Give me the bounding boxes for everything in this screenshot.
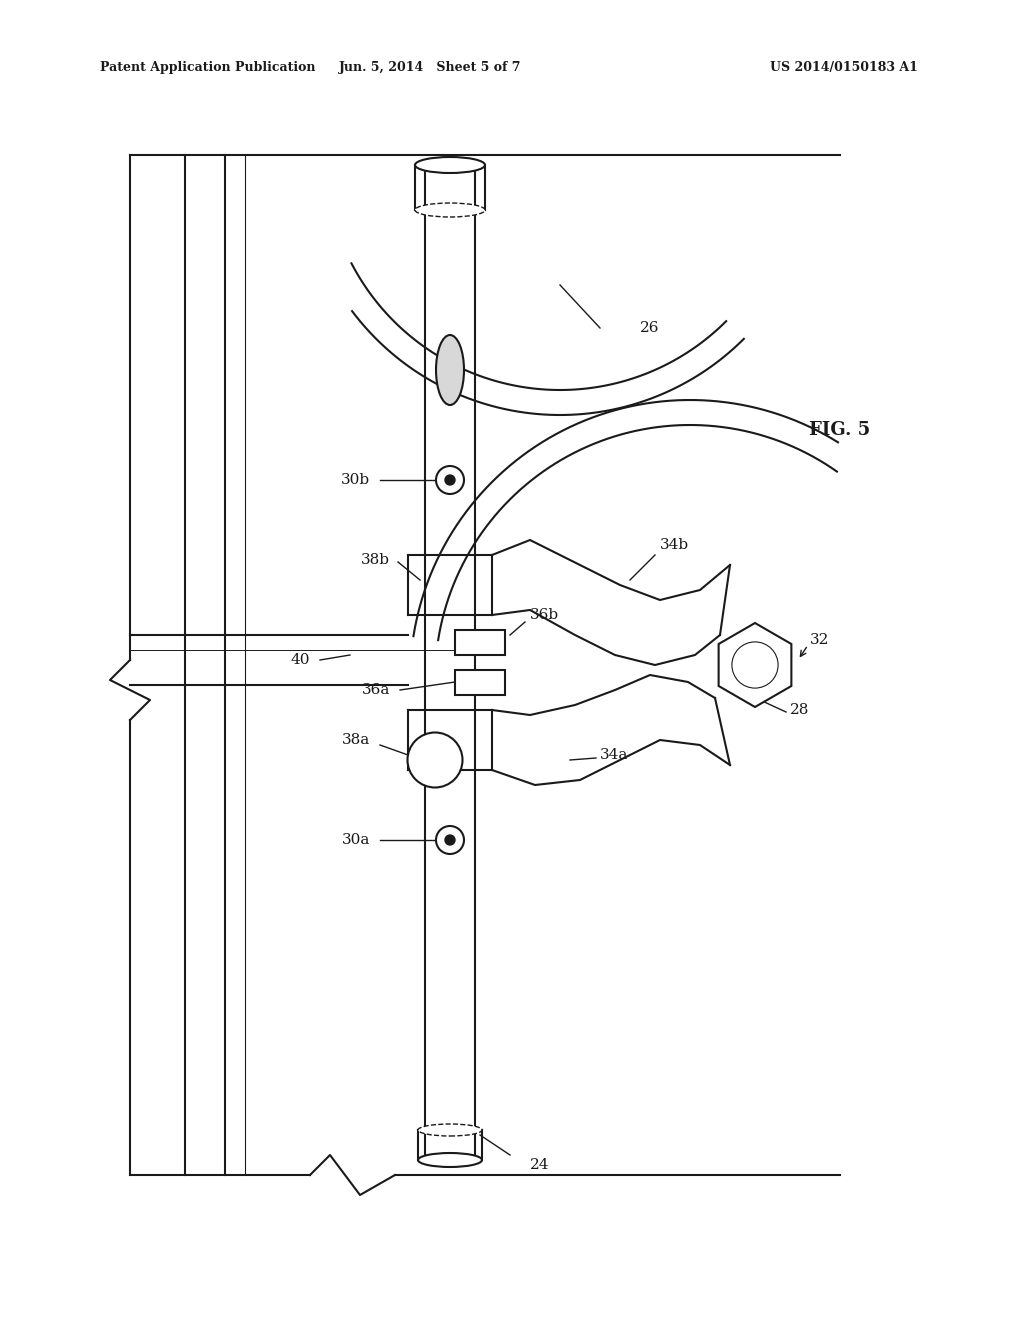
Ellipse shape — [415, 157, 485, 173]
Ellipse shape — [418, 1125, 482, 1137]
Circle shape — [445, 836, 455, 845]
Polygon shape — [719, 623, 792, 708]
Bar — [455, 630, 505, 655]
Text: Patent Application Publication: Patent Application Publication — [100, 62, 315, 74]
Text: Jun. 5, 2014   Sheet 5 of 7: Jun. 5, 2014 Sheet 5 of 7 — [339, 62, 521, 74]
Text: 34a: 34a — [600, 748, 629, 762]
Text: FIG. 5: FIG. 5 — [809, 421, 870, 440]
Bar — [455, 671, 505, 696]
Ellipse shape — [408, 733, 463, 788]
Ellipse shape — [436, 335, 464, 405]
Ellipse shape — [418, 1152, 482, 1167]
Ellipse shape — [415, 203, 485, 216]
Text: US 2014/0150183 A1: US 2014/0150183 A1 — [770, 62, 918, 74]
Circle shape — [436, 466, 464, 494]
Text: 34b: 34b — [660, 539, 689, 552]
Circle shape — [436, 826, 464, 854]
Text: 24: 24 — [530, 1158, 550, 1172]
Text: 32: 32 — [810, 634, 829, 647]
Text: 36b: 36b — [530, 609, 559, 622]
Text: 28: 28 — [790, 704, 809, 717]
Text: 38a: 38a — [342, 733, 370, 747]
Text: 40: 40 — [291, 653, 310, 667]
Text: 30a: 30a — [342, 833, 370, 847]
Text: 26: 26 — [640, 321, 659, 335]
Text: 36a: 36a — [361, 682, 390, 697]
Circle shape — [732, 642, 778, 688]
Text: 30b: 30b — [341, 473, 370, 487]
Text: 38b: 38b — [361, 553, 390, 568]
Circle shape — [445, 475, 455, 484]
